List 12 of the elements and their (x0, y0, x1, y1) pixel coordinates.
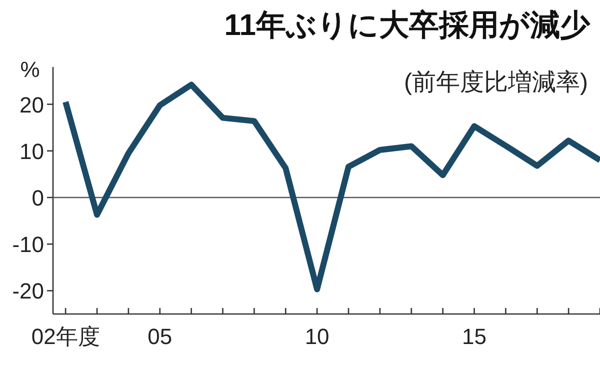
y-tick-label: -20 (12, 278, 44, 304)
chart-subtitle: (前年度比増減率) (404, 69, 588, 96)
chart-title: 11年ぶりに大卒採用が減少 (224, 8, 591, 42)
y-tick-label: 0 (32, 185, 44, 210)
y-tick-label: 20 (20, 92, 44, 118)
x-tick-label: 02年度 (31, 324, 100, 349)
y-axis-title: % (20, 57, 40, 82)
x-tick-label: 10 (304, 324, 330, 349)
y-tick-label: 10 (20, 138, 44, 164)
y-tick-label: -10 (12, 232, 44, 258)
x-tick-label: 05 (148, 324, 172, 349)
x-tick-label: 15 (462, 324, 486, 349)
